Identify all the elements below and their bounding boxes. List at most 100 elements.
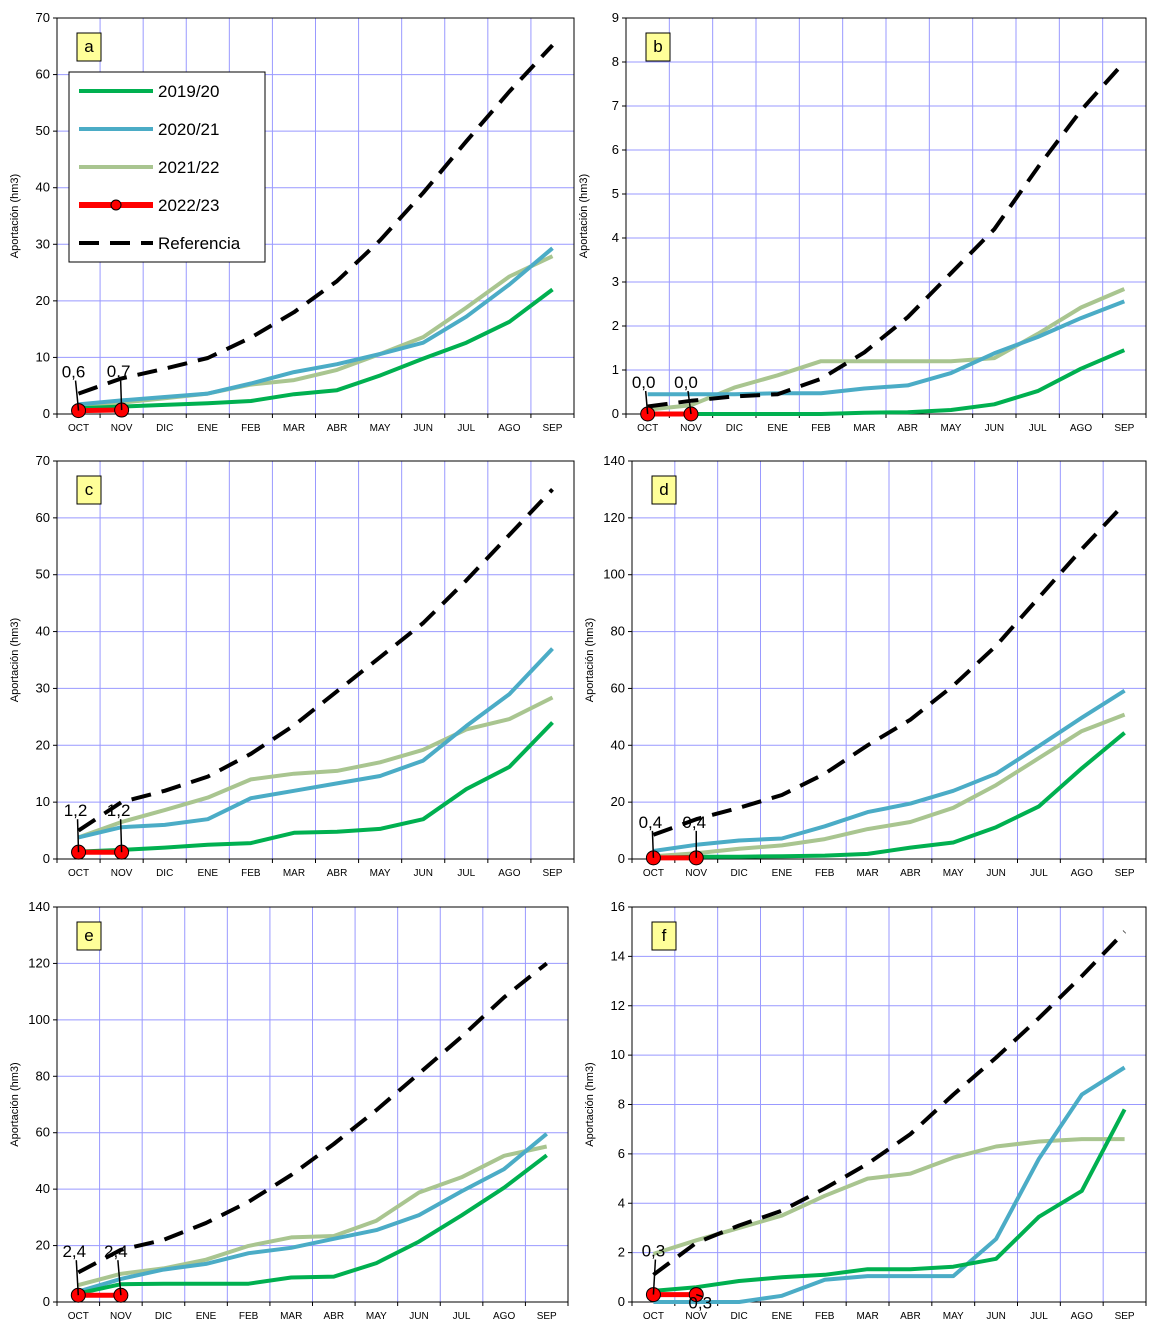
x-tick-label: FEB [241,423,261,434]
legend-label: Referencia [158,234,241,253]
data-label: 0,4 [682,813,706,832]
series-line-2019-20 [647,348,1126,416]
x-tick-label: AGO [1070,423,1092,434]
panel-label: e [84,926,93,945]
x-tick-label: AGO [493,1311,515,1322]
data-label: 2,4 [104,1242,128,1261]
x-tick-label: ABR [900,868,921,879]
series-line-2019-20 [78,287,554,411]
x-tick-label: JUL [1030,1311,1048,1322]
x-tick-label: AGO [498,868,520,879]
x-tick-label: DIC [726,423,743,434]
series-line-referencia [77,43,554,396]
series-line-2019-20 [77,1153,548,1296]
panel-label-box [651,475,677,505]
x-tick-label: NOV [111,868,133,879]
y-tick-label: 30 [36,680,50,695]
x-tick-label: MAR [283,423,305,434]
x-tick-label: JUL [457,868,475,879]
y-tick-label: 20 [36,737,50,752]
data-label: 0,7 [107,362,131,381]
y-tick-label: 0 [43,1294,50,1309]
data-label-leader [75,1260,80,1296]
chart-panel-f: 0 2 4 6 8 10 12 14 16 OCT NOV DIC ENE FEB MAR ABR MAY JUN… [584,899,1147,1322]
y-tick-label: 140 [603,453,625,468]
y-tick-label: 50 [36,567,50,582]
y-tick-label: 2 [618,1245,625,1260]
plot-frame [631,460,1147,860]
x-tick-label: NOV [685,868,707,879]
panel-label-box [651,921,677,951]
x-tick-label: JUL [1029,423,1047,434]
plot-frame [56,17,575,415]
y-tick-label: 2 [612,318,619,333]
x-tick-label: SEP [537,1311,557,1322]
series-line-referencia [647,60,1126,409]
legend-label: 2020/21 [158,120,219,139]
x-tick-label: OCT [643,868,664,879]
y-tick-label: 16 [611,899,625,914]
panel-label: a [84,37,94,56]
x-tick-label: ENE [198,868,219,879]
y-tick-label: 6 [612,142,619,157]
x-tick-label: MAY [370,868,391,879]
x-tick-label: SEP [542,423,562,434]
x-tick-label: NOV [685,1311,707,1322]
series-line-2021-22 [652,1137,1125,1256]
series-line-2020-21 [653,689,1126,853]
panel-label: b [653,37,662,56]
x-tick-label: MAY [366,1311,387,1322]
series-line-2020-21 [77,1132,548,1294]
legend-label: 2019/20 [158,82,219,101]
series-line-2020-21 [78,647,554,840]
y-tick-label: 8 [612,54,619,69]
series-line-2021-22 [647,287,1126,412]
panel-label-box [76,475,102,505]
panel-label: f [662,926,667,945]
y-tick-label: 100 [603,567,625,582]
x-tick-label: MAY [943,868,964,879]
series-line-referencia [652,502,1127,837]
data-label: 0,4 [639,813,663,832]
y-tick-label: 60 [36,510,50,525]
x-tick-label: NOV [111,423,133,434]
data-label-leader [117,1260,122,1296]
x-tick-label: ABR [327,423,348,434]
chart-panel-b: 0 1 2 3 4 5 6 7 8 9 OCT NOV DIC ENE FEB MAR ABR MAY JUN JUL… [578,10,1147,434]
y-tick-label: 10 [611,1047,625,1062]
x-tick-label: ABR [327,868,348,879]
y-tick-label: 120 [28,955,50,970]
y-tick-label: 140 [28,899,50,914]
data-label: 1,2 [107,801,131,820]
x-tick-label: MAY [941,423,962,434]
y-tick-label: 3 [612,274,619,289]
y-tick-label: 10 [36,349,50,364]
y-tick-label: 50 [36,123,50,138]
x-tick-label: OCT [643,1311,664,1322]
x-tick-label: JUN [986,1311,1005,1322]
y-tick-label: 80 [36,1068,50,1083]
x-tick-label: MAR [280,1311,302,1322]
data-label: 0,3 [688,1294,712,1313]
x-tick-label: ENE [198,423,219,434]
y-tick-label: 70 [36,453,50,468]
x-tick-label: AGO [1071,868,1093,879]
data-label: 0,3 [642,1242,666,1261]
y-tick-label: 8 [618,1097,625,1112]
x-tick-label: FEB [815,1311,835,1322]
x-tick-label: SEP [1115,1311,1135,1322]
series-line-referencia [652,930,1127,1277]
y-tick-label: 0 [618,1294,625,1309]
x-tick-label: JUL [453,1311,471,1322]
data-label-leader [119,380,123,411]
x-tick-label: SEP [1114,423,1134,434]
x-tick-label: ENE [196,1311,217,1322]
y-axis-title: Aportación (hm3) [584,1062,596,1146]
y-tick-label: 40 [36,1181,50,1196]
data-label: 0,6 [62,363,86,382]
y-tick-label: 60 [36,1125,50,1140]
y-tick-label: 100 [28,1012,50,1027]
panel-label: d [659,480,668,499]
plot-frame [56,906,569,1303]
